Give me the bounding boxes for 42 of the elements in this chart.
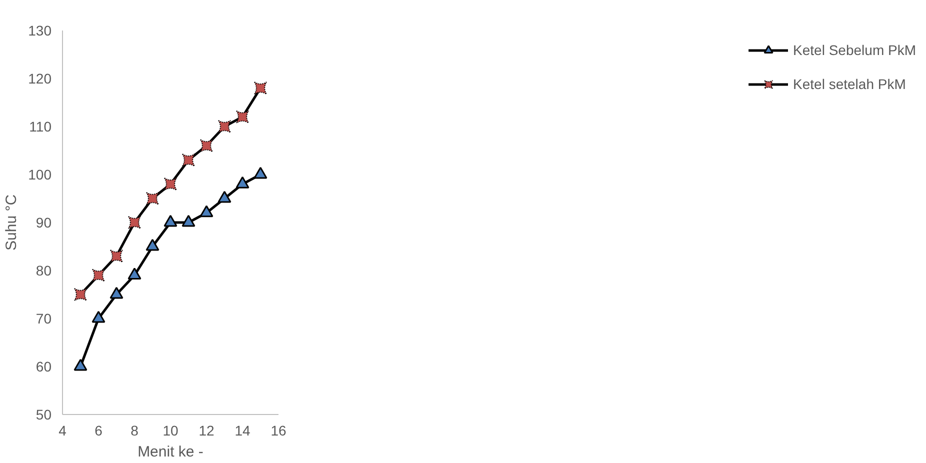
y-tick-label: 80 [36,262,52,278]
point [182,214,196,227]
x-tick-label: 6 [94,422,103,438]
point [74,358,88,371]
point [254,82,267,95]
x-tick-label: 4 [58,422,67,438]
point [218,190,232,203]
x-tick-label: 12 [198,422,214,438]
y-tick-label: 110 [29,118,52,134]
point [92,268,105,282]
point [200,139,213,152]
point [236,110,249,124]
point [254,166,268,179]
y-tick-label: 50 [36,406,52,422]
point [236,176,250,188]
x-tick-label: 16 [270,422,286,438]
x-axis-title: Menit ke - [138,444,204,460]
point [128,216,141,229]
point [146,238,160,251]
y-tick-label: 60 [36,358,52,374]
point [200,205,214,218]
point [164,178,177,191]
point [110,286,124,299]
y-tick-label: 70 [36,310,52,326]
point [182,154,195,167]
point [92,310,106,323]
x-tick-label: 10 [162,422,178,438]
y-tick-label: 100 [28,166,52,182]
x-tick-label: 8 [130,422,139,438]
y-axis-title: Suhu °C [3,194,20,251]
y-tick-label: 90 [36,214,52,230]
legend-label: Ketel Sebelum PkM [793,42,916,58]
point [146,192,159,205]
point [128,268,142,280]
y-tick-label: 120 [28,70,52,86]
point [74,288,87,301]
legend-label: Ketel setelah PkM [793,76,906,92]
x-tick-label: 14 [234,422,250,438]
point [110,250,123,263]
y-tick-label: 130 [28,22,52,38]
point [164,214,178,227]
point [218,120,231,133]
